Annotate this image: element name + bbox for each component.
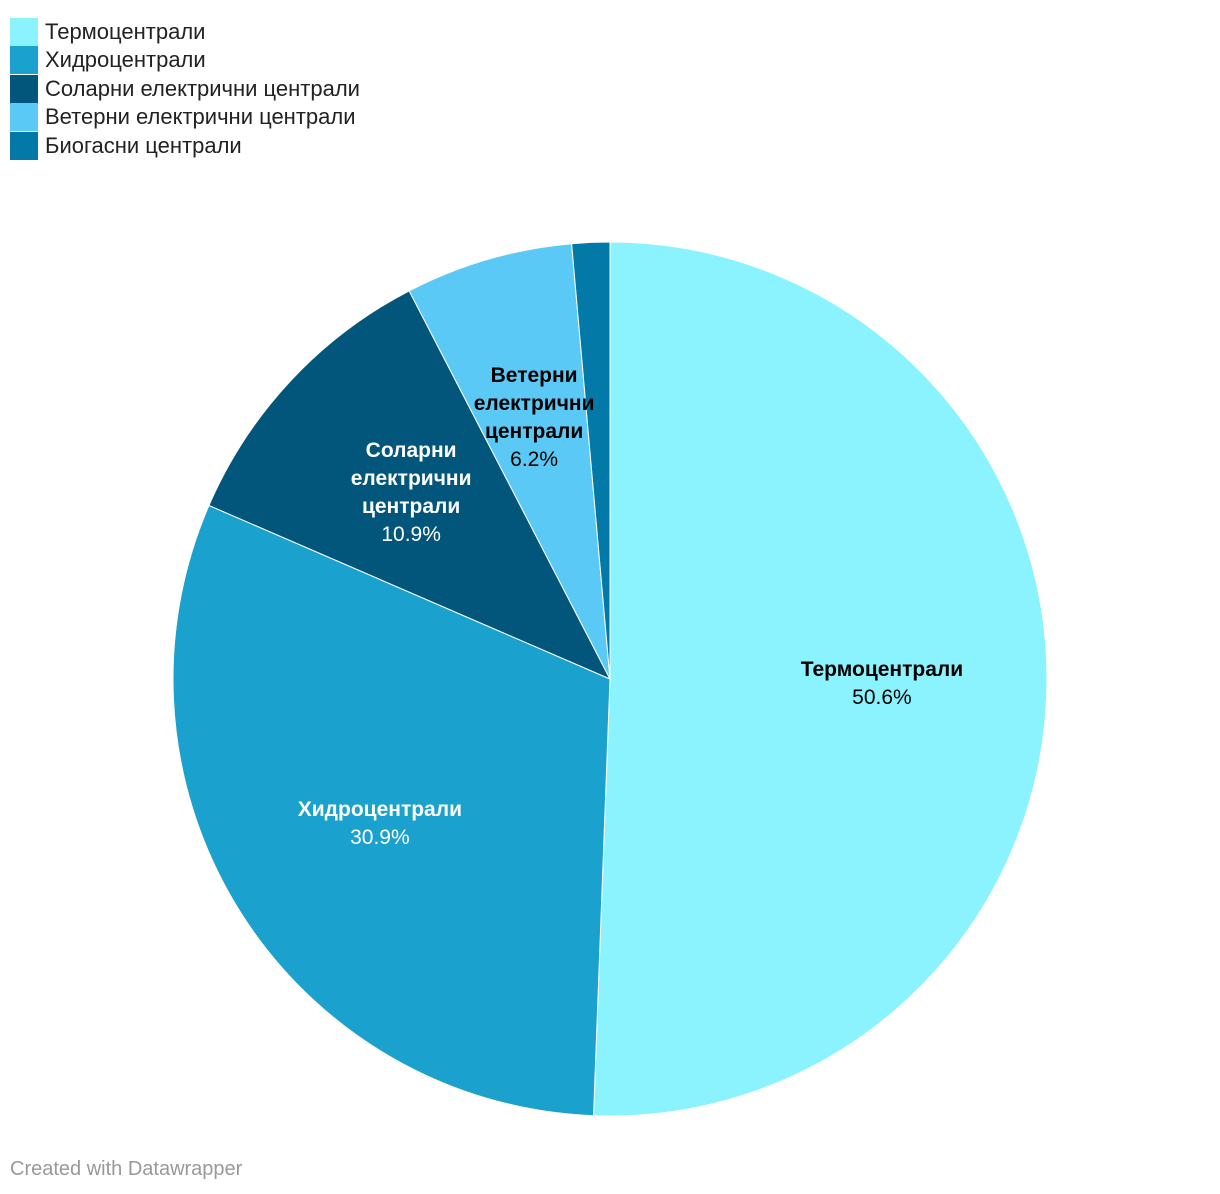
- pie-slice: [172, 504, 611, 1117]
- legend: Термоцентрали Хидроцентрали Соларни електр…: [10, 12, 360, 166]
- legend-swatch: [10, 74, 38, 103]
- slice-label: Хидроцентрали 30.9%: [295, 796, 465, 852]
- slice-label: Соларни електрични централи 10.9%: [326, 437, 496, 549]
- pie-slice: [593, 241, 1048, 1117]
- pie-slice: [208, 290, 612, 681]
- legend-swatch: [10, 131, 38, 160]
- credit: Created with Datawrapper: [10, 1158, 243, 1180]
- legend-label: Соларни електрични централи: [45, 75, 360, 101]
- slice-value: 30.9%: [350, 826, 410, 850]
- legend-item: Биогасни централи: [10, 126, 360, 166]
- slice-category: Хидроцентрали: [297, 798, 462, 822]
- pie-slice: [571, 241, 611, 680]
- slice-value: 50.6%: [852, 686, 912, 710]
- slice-category: Соларни електрични централи: [350, 439, 472, 519]
- legend-item: Хидроцентрали: [10, 41, 360, 81]
- slice-label: Термоцентрали 50.6%: [797, 656, 967, 712]
- slice-value: 10.9%: [381, 523, 441, 547]
- legend-item: Ветерни електрични централи: [10, 98, 360, 138]
- slice-category: Термоцентрали: [800, 658, 964, 682]
- legend-swatch: [10, 103, 38, 132]
- legend-label: Ветерни електрични централи: [45, 104, 356, 130]
- pie-slice: [408, 243, 611, 680]
- slice-category: Ветерни електрични централи: [473, 363, 595, 443]
- legend-swatch: [10, 46, 38, 75]
- legend-label: Биогасни централи: [45, 132, 242, 158]
- legend-label: Хидроцентрали: [45, 47, 206, 73]
- legend-swatch: [10, 17, 38, 46]
- legend-label: Термоцентрали: [45, 18, 206, 44]
- slice-value: 6.2%: [510, 447, 559, 471]
- slice-label: Ветерни електрични централи 6.2%: [449, 362, 619, 474]
- legend-item: Соларни електрични централи: [10, 69, 360, 109]
- legend-item: Термоцентрали: [10, 12, 360, 52]
